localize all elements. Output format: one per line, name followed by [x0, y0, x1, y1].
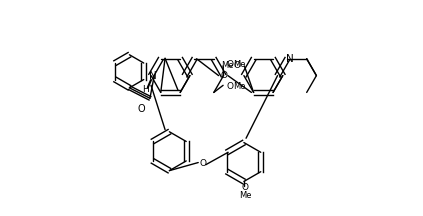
Text: N: N	[286, 54, 293, 64]
Text: O: O	[137, 104, 145, 114]
Text: H: H	[142, 85, 149, 94]
Text: O: O	[220, 71, 228, 80]
Text: O: O	[226, 82, 233, 91]
Text: O: O	[226, 60, 233, 69]
Text: O: O	[233, 61, 240, 70]
Text: Me: Me	[233, 60, 245, 69]
Text: N: N	[149, 71, 157, 81]
Text: Me: Me	[221, 61, 233, 70]
Text: Me: Me	[233, 82, 245, 91]
Text: O: O	[199, 159, 206, 168]
Text: O: O	[242, 183, 248, 192]
Text: Me: Me	[239, 191, 251, 200]
